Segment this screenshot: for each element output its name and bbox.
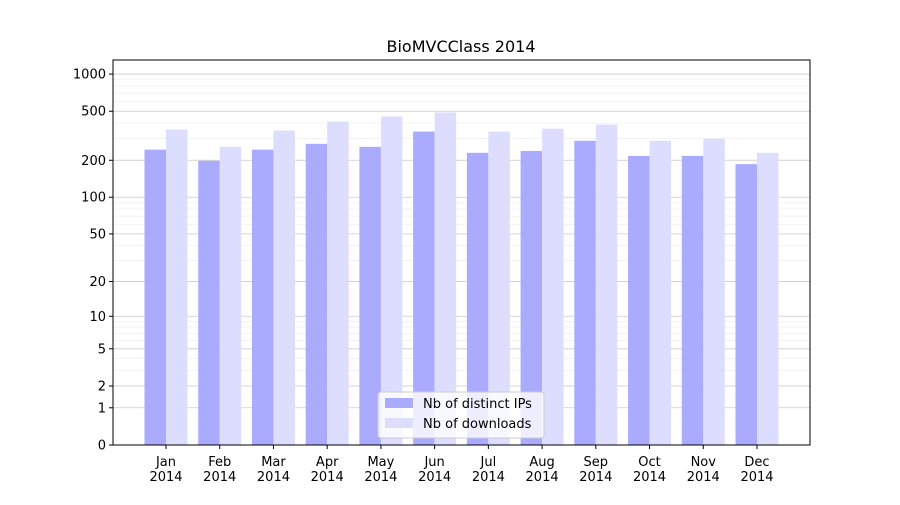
bar-distinct-ips — [466, 152, 489, 445]
legend: Nb of distinct IPs Nb of downloads — [377, 391, 545, 439]
y-tick-label: 200 — [81, 154, 106, 169]
y-tick-label: 50 — [89, 227, 106, 242]
chart-title: BioMVCClass 2014 — [386, 37, 535, 56]
bar-distinct-ips — [628, 155, 650, 445]
bar-distinct-ips — [413, 131, 435, 445]
bar-downloads — [757, 152, 779, 445]
bar-downloads — [327, 121, 349, 445]
x-tick-label: 2014 — [418, 470, 451, 485]
bar-distinct-ips — [251, 149, 274, 445]
x-tick-label: Sep — [584, 455, 609, 470]
y-tick-label: 10 — [89, 310, 106, 325]
bar-downloads — [703, 138, 725, 446]
legend-swatch — [385, 418, 413, 428]
x-tick-label: Jan — [155, 455, 176, 470]
y-tick-label: 5 — [98, 342, 106, 357]
y-tick-label: 2 — [98, 380, 106, 395]
x-tick-label: 2014 — [203, 470, 236, 485]
x-tick-label: May — [367, 455, 394, 470]
y-tick-label: 500 — [81, 105, 106, 120]
x-tick-label: 2014 — [579, 470, 612, 485]
bar-downloads — [649, 140, 672, 445]
x-tick-label: Nov — [691, 455, 717, 470]
bar-downloads — [595, 124, 618, 446]
bar-distinct-ips — [144, 149, 166, 445]
y-tick-label: 20 — [89, 275, 106, 290]
bar-distinct-ips — [359, 146, 381, 445]
x-tick-label: 2014 — [526, 470, 559, 485]
x-tick-label: 2014 — [257, 470, 290, 485]
x-tick-label: Feb — [208, 455, 231, 470]
legend-label: Nb of downloads — [423, 417, 532, 432]
bar-distinct-ips — [681, 155, 704, 445]
x-tick-label: Aug — [529, 455, 554, 470]
x-tick-label: Mar — [261, 455, 286, 470]
x-tick-label: 2014 — [740, 470, 773, 485]
bar-downloads — [380, 116, 403, 446]
x-tick-label: 2014 — [149, 470, 182, 485]
bar-downloads — [273, 130, 295, 446]
y-tick-label: 1000 — [73, 68, 106, 83]
x-tick-label: 2014 — [687, 470, 720, 485]
x-tick-label: Jun — [423, 455, 444, 470]
y-tick-label: 100 — [81, 191, 106, 206]
x-tick-label: 2014 — [472, 470, 505, 485]
legend-label: Nb of distinct IPs — [423, 397, 532, 412]
bar-distinct-ips — [305, 143, 328, 446]
x-tick-label: Dec — [744, 455, 769, 470]
bar-downloads — [542, 128, 564, 445]
legend-swatch — [385, 398, 413, 408]
bar-downloads — [166, 129, 188, 445]
x-tick-label: Jul — [480, 455, 497, 470]
bar-downloads — [434, 112, 457, 445]
y-tick-label: 1 — [98, 401, 106, 416]
bar-distinct-ips — [574, 140, 596, 445]
bar-distinct-ips — [735, 164, 757, 445]
plot-frame — [112, 59, 811, 446]
x-tick-label: 2014 — [364, 470, 397, 485]
x-tick-label: Oct — [638, 455, 660, 470]
x-tick-label: 2014 — [311, 470, 344, 485]
bar-distinct-ips — [520, 150, 543, 446]
y-tick-label: 0 — [98, 439, 106, 454]
bar-downloads — [488, 131, 510, 445]
x-tick-label: Apr — [316, 455, 339, 470]
bar-downloads — [219, 146, 242, 445]
bar-distinct-ips — [198, 160, 220, 445]
legend-box — [377, 391, 545, 439]
x-tick-label: 2014 — [633, 470, 666, 485]
